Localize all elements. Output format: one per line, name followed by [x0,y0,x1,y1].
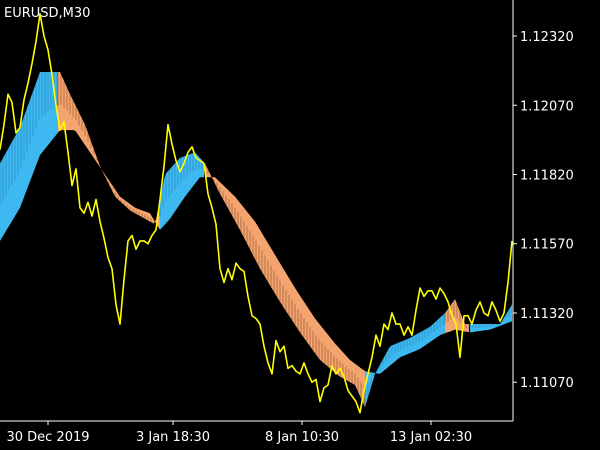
x-tick-label: 3 Jan 18:30 [136,430,210,445]
axes [0,0,514,422]
x-tick-label: 30 Dec 2019 [6,430,89,445]
ribbon-segment-up-2 [160,152,204,230]
ribbon-segment-up-4 [365,312,445,408]
x-tick-label: 13 Jan 02:30 [390,430,472,445]
price-line [0,13,513,414]
y-tick-label: 1.12070 [520,99,574,114]
ribbon-segment-down-1 [58,72,160,230]
y-tick-label: 1.11070 [520,376,574,391]
plot-area [0,13,513,414]
x-ticks: 30 Dec 2019 3 Jan 18:30 8 Jan 10:30 13 Jan … [6,421,472,445]
y-tick-label: 1.12320 [520,30,574,45]
y-tick-label: 1.11820 [520,168,574,183]
y-tick-label: 1.11570 [520,238,574,253]
x-tick-label: 8 Jan 10:30 [265,430,339,445]
y-ticks: 1.12320 1.12070 1.11820 1.11570 1.11320 1.110… [513,30,574,391]
y-tick-label: 1.11320 [520,307,574,322]
chart-title: EURUSD,M30 [4,6,90,21]
ribbon-segment-up-6 [470,304,512,333]
ribbon-segment-up-0 [0,72,58,241]
